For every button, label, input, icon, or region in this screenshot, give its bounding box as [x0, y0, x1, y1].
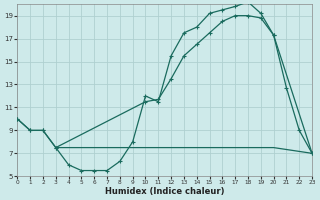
X-axis label: Humidex (Indice chaleur): Humidex (Indice chaleur): [105, 187, 224, 196]
